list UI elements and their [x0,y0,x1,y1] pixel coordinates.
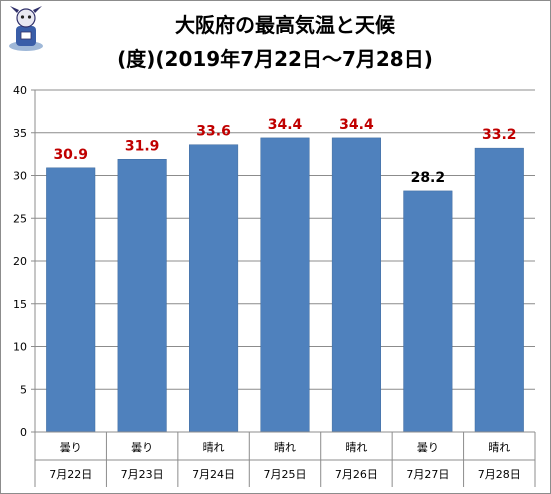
y-tick-label: 25 [13,212,27,225]
data-label: 33.2 [482,127,517,143]
y-tick-label: 40 [13,84,27,97]
x-category-label: 7月22日 [49,468,92,481]
axes [31,89,535,487]
data-label: 33.6 [196,124,231,140]
weather-label: 晴れ [274,441,296,454]
y-tick-label: 35 [13,127,27,140]
y-tick-label: 20 [13,255,27,268]
bar [331,137,381,433]
y-tick-label: 15 [13,298,27,311]
x-category-label: 7月24日 [192,468,235,481]
x-category-label: 7月28日 [478,468,521,481]
weather-label: 晴れ [345,441,367,454]
weather-label: 晴れ [203,441,225,454]
x-category-label: 7月26日 [335,468,378,481]
data-labels: 30.9 31.9 33.6 34.4 34.4 28.2 33.2 [53,117,516,186]
chart-title: 大阪府の最高気温と天候 [175,13,396,37]
x-category-label: 7月25日 [264,468,307,481]
data-label: 30.9 [53,147,88,163]
bar [474,147,524,433]
chart-subtitle: (度)(2019年7月22日～7月28日) [117,47,433,71]
bar [403,190,453,433]
weather-label: 晴れ [488,441,510,454]
category-table: 曇り 7月22日 曇り 7月23日 晴れ 7月24日 晴れ 7月25日 晴れ 7月26日 曇り 7月2… [35,432,536,487]
data-label: 34.4 [268,117,303,133]
bar [46,167,96,433]
bar [117,159,167,433]
weather-label: 曇り [131,441,153,454]
data-label: 34.4 [339,117,374,133]
weather-label: 曇り [60,441,82,454]
x-category-label: 7月27日 [406,468,449,481]
x-category-label: 7月23日 [121,468,164,481]
y-tick-label: 10 [13,341,27,354]
y-tick-label: 0 [20,426,27,439]
y-tick-label: 5 [20,383,27,396]
data-label: 28.2 [411,170,446,186]
y-tick-label: 30 [13,170,27,183]
weather-label: 曇り [417,441,439,454]
bar [260,137,310,433]
data-label: 31.9 [125,138,160,154]
bar [189,144,239,433]
mascot-logo-icon [9,6,43,51]
bars [46,137,524,433]
y-tick-labels: 0 5 10 15 20 25 30 35 40 [13,84,27,439]
